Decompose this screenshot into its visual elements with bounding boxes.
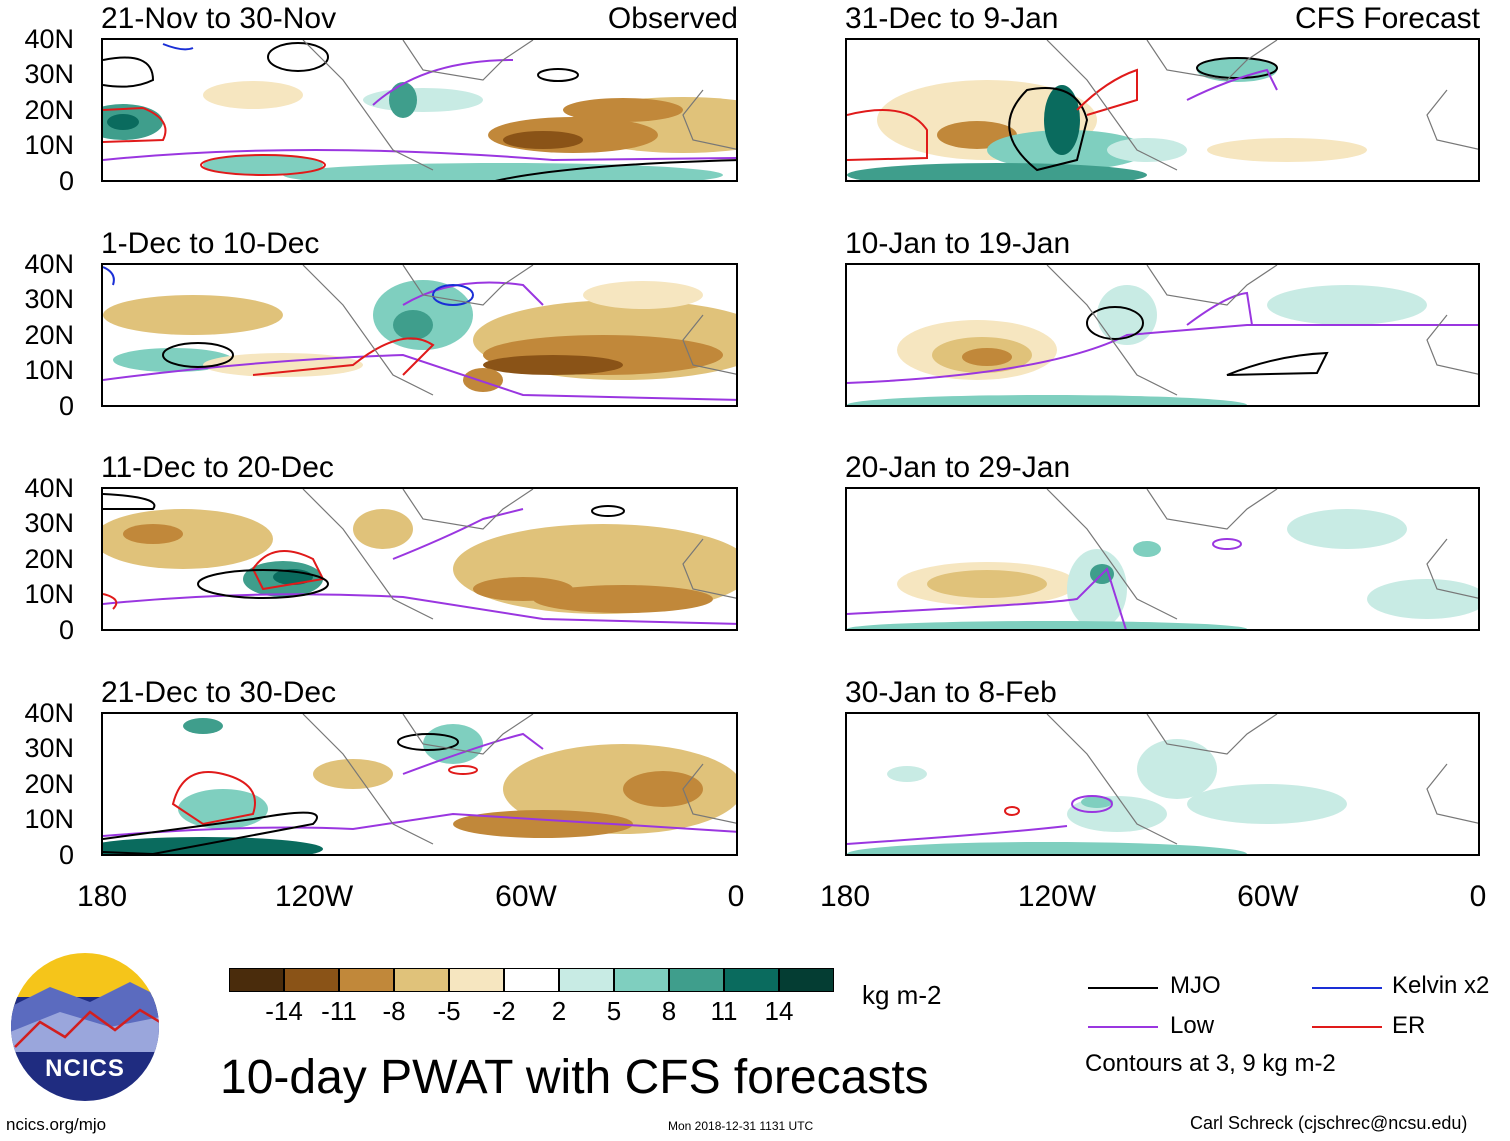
lat-label: 0 xyxy=(58,615,74,645)
lat-label: 0 xyxy=(58,166,74,196)
lon-label: 0 xyxy=(727,880,745,913)
lon-label: 180 xyxy=(76,880,128,913)
map-panel-forecast-1 xyxy=(845,38,1480,182)
lat-label: 40N xyxy=(24,249,74,279)
legend-label-er: ER xyxy=(1392,1012,1426,1039)
panel-title: 31-Dec to 9-Jan xyxy=(845,2,1059,35)
colorbar-tick: 14 xyxy=(764,996,794,1026)
ncics-logo: NCICS xyxy=(10,952,160,1102)
colorbar-box xyxy=(614,968,669,992)
anomaly-shading xyxy=(847,489,1478,629)
lat-label: 10N xyxy=(24,355,74,385)
lat-label: 30N xyxy=(24,508,74,538)
lon-label: 0 xyxy=(1469,880,1487,913)
legend-label-kelvin: Kelvin x2 xyxy=(1392,972,1490,999)
map-panel-observed-1 xyxy=(101,38,738,182)
colorbar-tick: 2 xyxy=(551,996,567,1026)
panel-title: 11-Dec to 20-Dec xyxy=(101,451,334,484)
lat-label: 40N xyxy=(24,24,74,54)
colorbar-box xyxy=(394,968,449,992)
colorbar-tick: -2 xyxy=(492,996,516,1026)
colorbar-box xyxy=(229,968,284,992)
panel-title: 20-Jan to 29-Jan xyxy=(845,451,1071,484)
lat-label: 10N xyxy=(24,579,74,609)
colorbar-tick: 8 xyxy=(661,996,677,1026)
lat-label: 0 xyxy=(58,391,74,421)
colorbar-tick: -5 xyxy=(437,996,461,1026)
lat-label: 30N xyxy=(24,284,74,314)
lat-label: 20N xyxy=(24,769,74,799)
colorbar-tick: -11 xyxy=(321,996,357,1026)
legend-label-low: Low xyxy=(1170,1012,1215,1039)
footer-author: Carl Schreck (cjschrec@ncsu.edu) xyxy=(1190,1113,1468,1133)
footer-link[interactable]: ncics.org/mjo xyxy=(6,1115,107,1134)
lat-label: 20N xyxy=(24,544,74,574)
lat-label: 0 xyxy=(58,840,74,870)
colorbar-box xyxy=(339,968,394,992)
observed-tag: Observed xyxy=(607,2,738,35)
logo-graphic xyxy=(11,953,159,1101)
lat-label: 40N xyxy=(24,698,74,728)
forecast-tag: CFS Forecast xyxy=(1294,2,1480,35)
panel-title: 30-Jan to 8-Feb xyxy=(845,676,1057,709)
map-panel-forecast-2 xyxy=(845,263,1480,407)
colorbar-box xyxy=(559,968,614,992)
footer-timestamp: Mon 2018-12-31 1131 UTC xyxy=(668,1119,814,1133)
anomaly-shading xyxy=(847,265,1478,405)
colorbar-unit: kg m-2 xyxy=(862,980,942,1010)
map-panel-observed-3 xyxy=(101,487,738,631)
panel-title: 21-Dec to 30-Dec xyxy=(101,676,337,709)
legend-note: Contours at 3, 9 kg m-2 xyxy=(1085,1050,1336,1077)
colorbar-box xyxy=(504,968,559,992)
panel-title: 1-Dec to 10-Dec xyxy=(101,227,320,260)
colorbar-box xyxy=(724,968,779,992)
legend-line-er xyxy=(1312,1026,1382,1028)
lat-label: 30N xyxy=(24,59,74,89)
map-panel-observed-4 xyxy=(101,712,738,856)
lat-label: 40N xyxy=(24,473,74,503)
lon-label: 60W xyxy=(495,880,557,913)
colorbar-tick: 11 xyxy=(710,996,738,1026)
colorbar-box xyxy=(779,968,834,992)
legend-line-low xyxy=(1088,1026,1158,1028)
panel-title: 10-Jan to 19-Jan xyxy=(845,227,1071,260)
lon-label: 120W xyxy=(1017,880,1097,913)
panel-title: 21-Nov to 30-Nov xyxy=(101,2,337,35)
lon-label: 120W xyxy=(274,880,354,913)
lat-label: 30N xyxy=(24,733,74,763)
lon-label: 60W xyxy=(1237,880,1299,913)
anomaly-shading xyxy=(847,40,1478,180)
legend-line-mjo xyxy=(1088,987,1158,989)
lat-label: 10N xyxy=(24,130,74,160)
legend-line-kelvin xyxy=(1312,987,1382,989)
colorbar-box xyxy=(669,968,724,992)
anomaly-shading xyxy=(103,714,736,854)
anomaly-shading xyxy=(103,40,736,180)
map-panel-observed-2 xyxy=(101,263,738,407)
colorbar-tick: -8 xyxy=(382,996,406,1026)
map-panel-forecast-3 xyxy=(845,487,1480,631)
anomaly-shading xyxy=(847,714,1478,854)
colorbar-box xyxy=(284,968,339,992)
legend-label-mjo: MJO xyxy=(1170,972,1221,999)
lat-label: 10N xyxy=(24,804,74,834)
logo-text: NCICS xyxy=(45,1055,125,1082)
colorbar-tick: 5 xyxy=(606,996,622,1026)
colorbar-tick: -14 xyxy=(265,996,303,1026)
map-panel-forecast-4 xyxy=(845,712,1480,856)
lon-label: 180 xyxy=(819,880,871,913)
anomaly-shading xyxy=(103,489,736,625)
anomaly-shading xyxy=(103,265,736,401)
lat-label: 20N xyxy=(24,320,74,350)
colorbar-box xyxy=(449,968,504,992)
lat-label: 20N xyxy=(24,95,74,125)
figure-title: 10-day PWAT with CFS forecasts xyxy=(220,1051,929,1104)
